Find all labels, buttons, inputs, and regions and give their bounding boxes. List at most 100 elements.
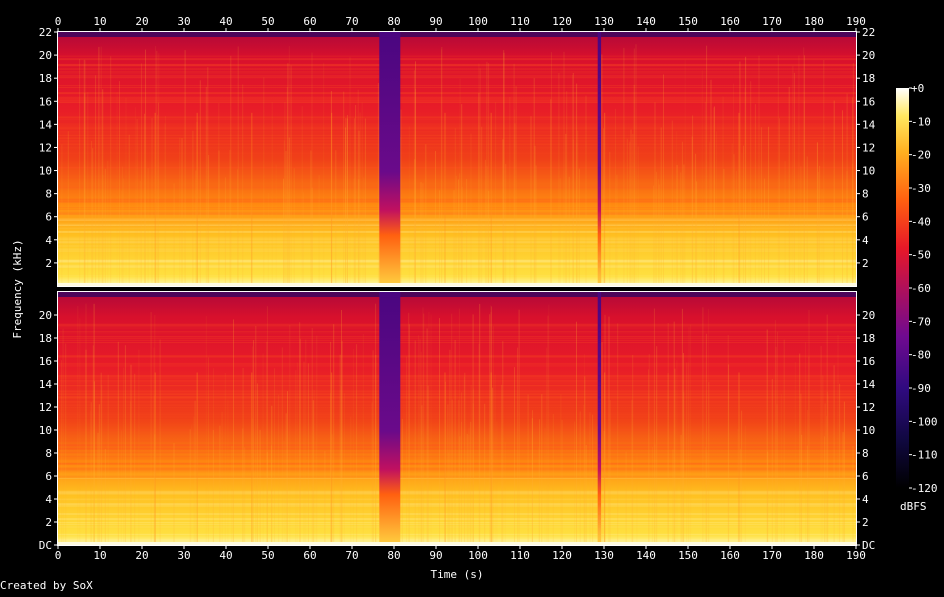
spectrogram-transient bbox=[803, 47, 805, 286]
y-tick-label-left: 10 bbox=[39, 165, 52, 178]
y-tick-label-left: 12 bbox=[39, 401, 52, 414]
spectrogram-transient bbox=[426, 328, 428, 545]
spectrogram-transient bbox=[559, 178, 561, 286]
spectrogram-transient bbox=[492, 387, 494, 545]
spectrogram-band bbox=[58, 376, 856, 379]
y-tick-label-left: DC bbox=[39, 539, 52, 552]
spectrogram-transient bbox=[250, 193, 252, 286]
spectrogram-transient bbox=[565, 133, 567, 286]
spectrogram-transient bbox=[552, 414, 554, 545]
spectrogram-transient bbox=[310, 150, 312, 286]
spectrogram-band bbox=[58, 211, 856, 213]
spectrogram-transient bbox=[464, 372, 466, 545]
spectrogram-transient bbox=[353, 118, 355, 286]
spectrogram-transient bbox=[353, 178, 355, 286]
spectrogram-band bbox=[58, 165, 856, 168]
y-axis-label: Frequency (kHz) bbox=[11, 239, 24, 338]
spectrogram-band bbox=[58, 241, 856, 243]
spectrogram-band bbox=[58, 208, 856, 210]
spectrogram-transient bbox=[284, 101, 286, 286]
spectrogram-transient bbox=[266, 452, 268, 545]
spectrogram-transient bbox=[128, 134, 130, 286]
spectrogram-transient bbox=[776, 404, 778, 545]
spectrogram-transient bbox=[778, 118, 780, 286]
spectrogram-transient bbox=[653, 185, 655, 286]
spectrogram-transient bbox=[550, 99, 552, 286]
spectrogram-transient bbox=[633, 48, 635, 286]
spectrogram-band bbox=[58, 141, 856, 143]
spectrogram-band bbox=[58, 249, 856, 252]
spectrogram-transient bbox=[173, 443, 175, 545]
spectrogram-transient bbox=[237, 46, 239, 286]
spectrogram-transient bbox=[560, 394, 562, 545]
spectrogram-transient bbox=[651, 447, 653, 545]
spectrogram-band bbox=[58, 428, 856, 431]
spectrogram-transient bbox=[723, 168, 725, 286]
spectrogram-transient bbox=[401, 418, 403, 545]
spectrogram-transient bbox=[631, 399, 633, 545]
spectrogram-transient bbox=[531, 418, 533, 545]
spectrogram-transient bbox=[413, 70, 415, 286]
spectrogram-band bbox=[58, 534, 856, 536]
x-tick-label-bottom: 70 bbox=[345, 549, 358, 562]
spectrogram-boundary bbox=[154, 112, 156, 286]
y-tick-label-left: 14 bbox=[39, 118, 53, 131]
spectrogram-transient bbox=[503, 50, 505, 286]
spectrogram-transient bbox=[420, 351, 422, 545]
spectrogram-band bbox=[58, 447, 856, 450]
spectrogram-band bbox=[58, 92, 856, 94]
spectrogram-transient bbox=[680, 435, 682, 545]
spectrogram-transient bbox=[295, 370, 297, 545]
spectrogram-transient bbox=[484, 159, 486, 286]
spectrogram-transient bbox=[780, 394, 782, 545]
spectrogram-band bbox=[58, 337, 856, 339]
spectrogram-band bbox=[58, 186, 856, 188]
spectrogram-transient bbox=[515, 86, 517, 286]
spectrogram-transient bbox=[737, 429, 739, 545]
spectrogram-transient bbox=[688, 327, 690, 545]
spectrogram-transient bbox=[616, 174, 618, 286]
spectrogram-transient bbox=[789, 190, 791, 286]
spectrogram-transient bbox=[311, 187, 313, 286]
spectrogram-transient bbox=[706, 452, 708, 545]
spectrogram-transient bbox=[517, 347, 519, 545]
spectrogram-transient bbox=[251, 418, 253, 545]
spectrogram-transient bbox=[461, 104, 463, 286]
spectrogram-transient bbox=[205, 86, 207, 286]
spectrogram-transient bbox=[479, 68, 481, 286]
spectrogram-transient bbox=[777, 55, 779, 286]
spectrogram-band bbox=[58, 166, 856, 168]
spectrogram-band bbox=[58, 466, 856, 469]
colorbar bbox=[896, 88, 909, 488]
spectrogram-transient bbox=[134, 107, 136, 286]
spectrogram-transient bbox=[527, 394, 529, 545]
spectrogram-band bbox=[58, 498, 856, 500]
spectrogram-transient bbox=[256, 383, 258, 545]
spectrogram-transient bbox=[625, 451, 627, 545]
y-tick-label-left: 16 bbox=[39, 95, 52, 108]
spectrogram-boundary bbox=[251, 112, 253, 286]
spectrogram-transient bbox=[104, 448, 106, 545]
x-tick-label-top: 90 bbox=[429, 15, 442, 28]
spectrogram-transient bbox=[653, 308, 655, 545]
spectrogram-transient bbox=[548, 304, 550, 545]
spectrogram-transient bbox=[636, 452, 638, 545]
spectrogram-transient bbox=[123, 178, 125, 286]
spectrogram-transient bbox=[454, 128, 456, 286]
spectrogram-transient bbox=[775, 346, 777, 545]
spectrogram-band bbox=[58, 452, 856, 454]
x-tick-label-top: 20 bbox=[135, 15, 148, 28]
spectrogram-transient bbox=[635, 44, 637, 286]
spectrogram-transient bbox=[663, 74, 664, 286]
spectrogram-band bbox=[58, 264, 856, 266]
spectrogram-transient bbox=[299, 338, 301, 545]
spectrogram-band bbox=[58, 143, 856, 145]
spectrogram-transient bbox=[333, 324, 335, 545]
spectrogram-transient bbox=[453, 190, 455, 286]
spectrogram-transient bbox=[532, 410, 533, 545]
spectrogram-transient bbox=[102, 175, 104, 286]
colorbar-tick-label: -120 bbox=[911, 482, 938, 495]
spectrogram-transient bbox=[347, 115, 348, 286]
spectrogram-transient bbox=[745, 56, 747, 286]
spectrogram-transient bbox=[145, 49, 146, 286]
